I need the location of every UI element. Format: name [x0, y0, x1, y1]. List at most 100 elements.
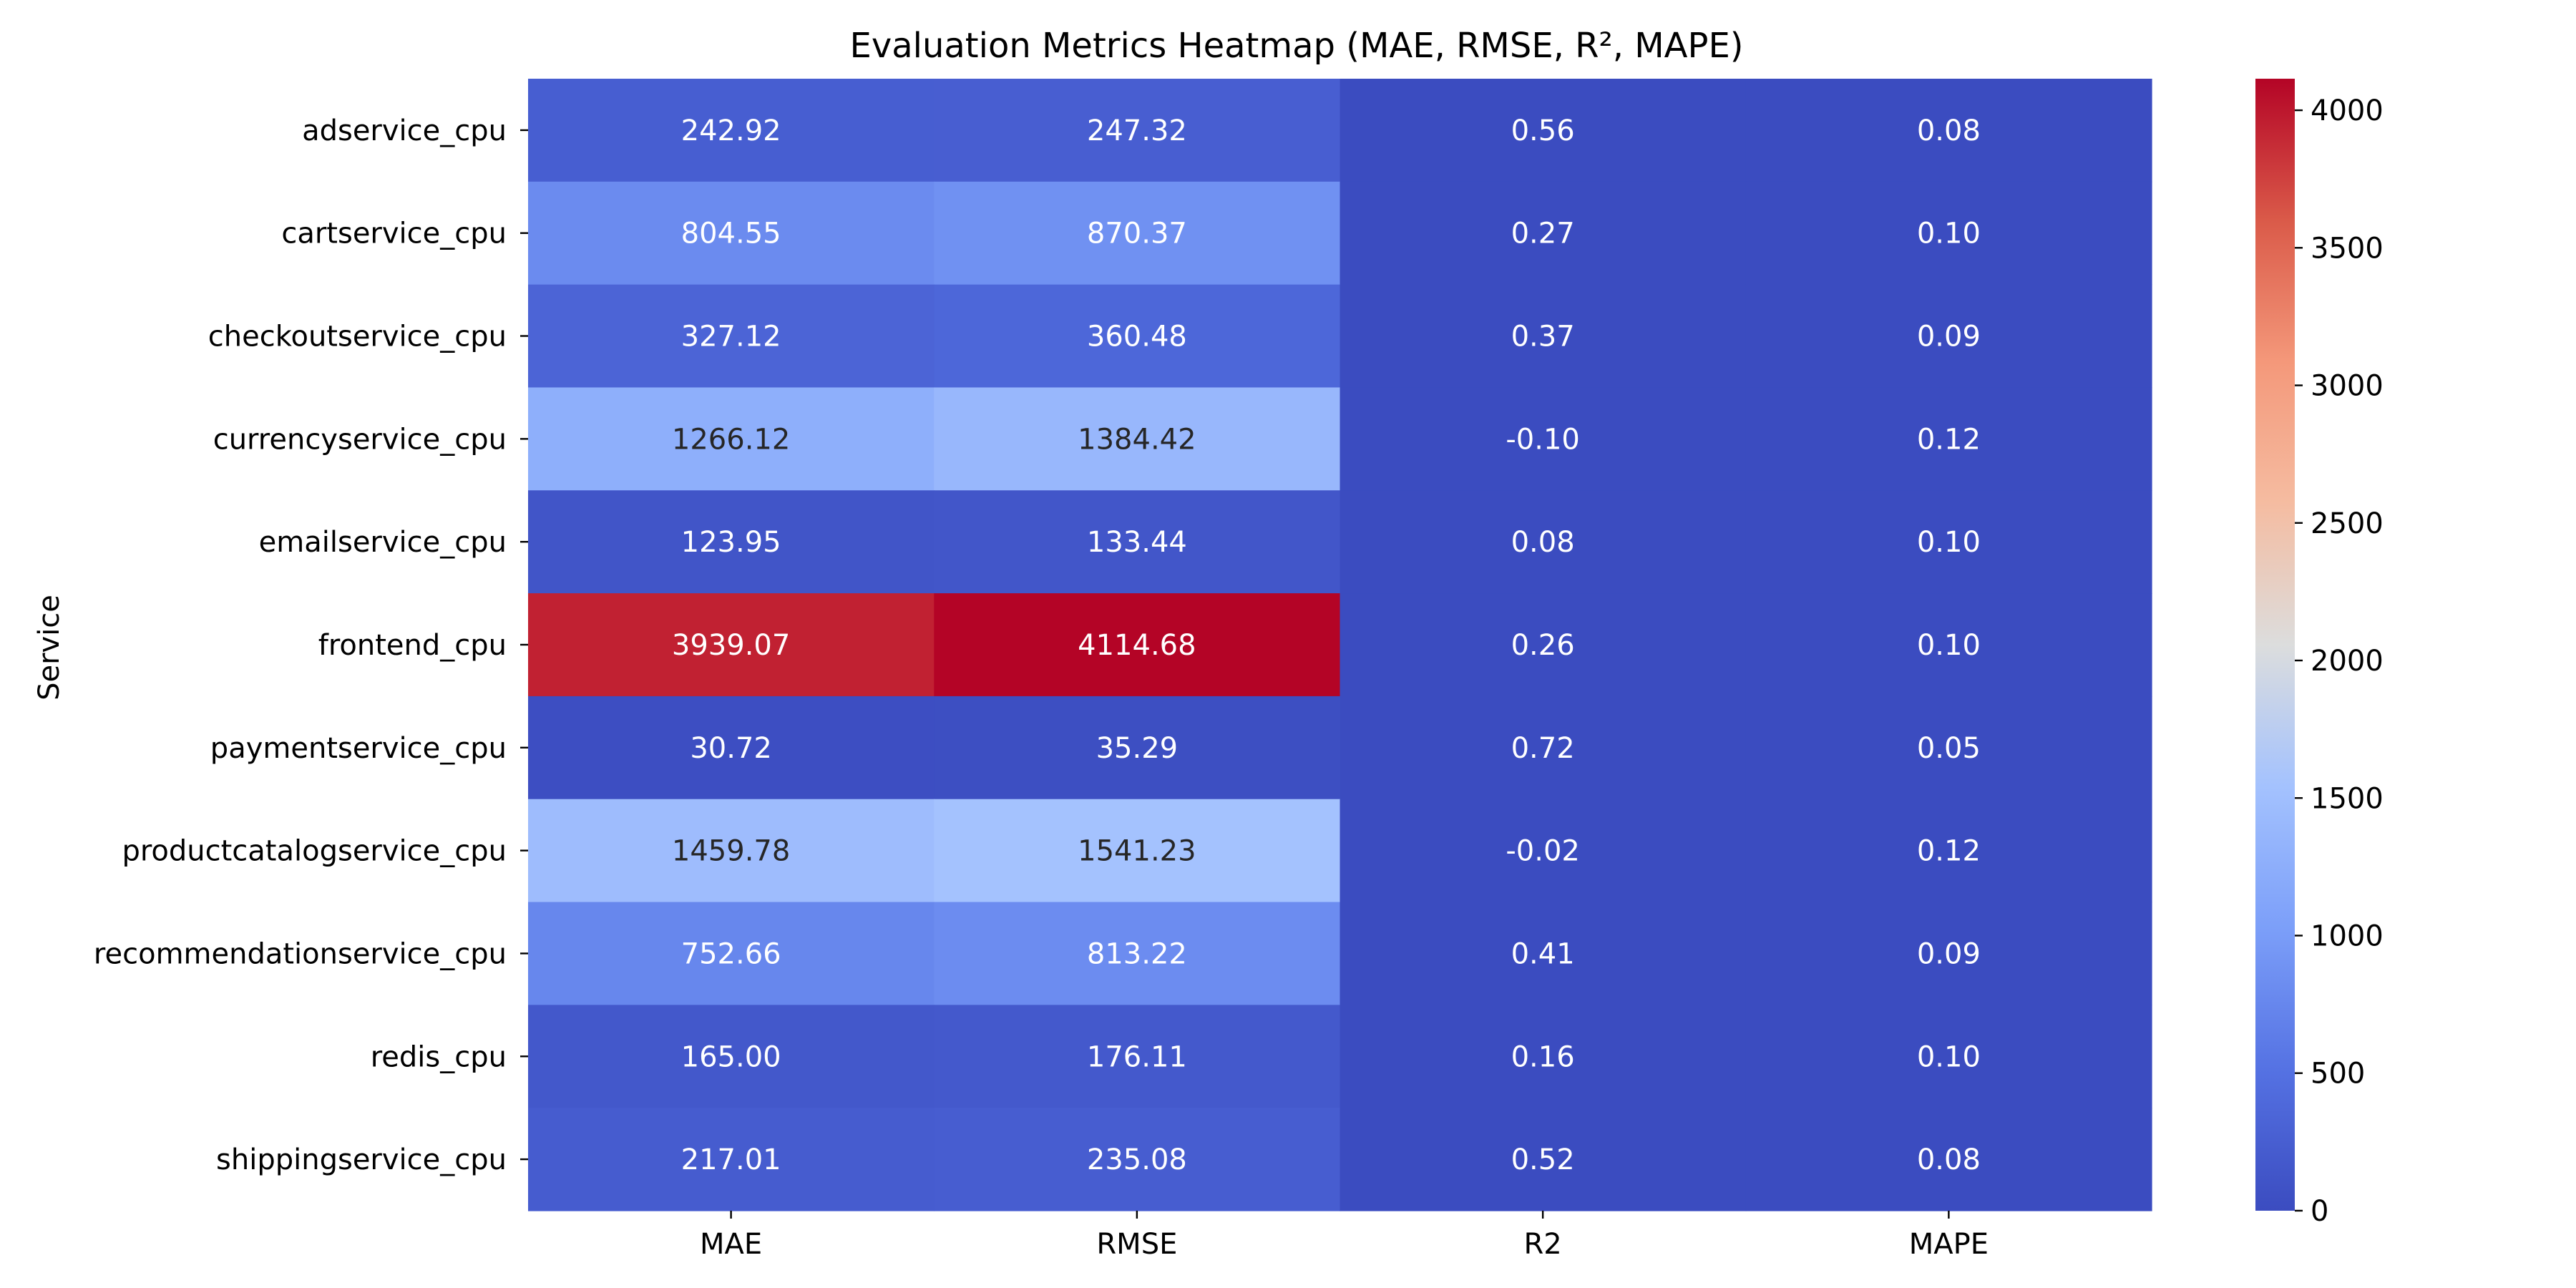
- cell-annotation: 0.27: [1511, 218, 1575, 250]
- heatmap-cell: [1340, 79, 1747, 182]
- cell-annotation: 123.95: [681, 526, 781, 559]
- row-tick-label: productcatalogservice_cpu: [122, 835, 507, 868]
- cell-annotation: 0.09: [1917, 321, 1981, 353]
- cell-annotations: 242.92 247.32 0.56 0.08 804.55 870.37 0.27 0.10…: [672, 114, 1981, 1176]
- heatmap-cell: [528, 696, 935, 800]
- heatmap-cell: [934, 593, 1341, 697]
- cell-annotation: 0.10: [1917, 1040, 1981, 1073]
- heatmap-cell: [1340, 387, 1747, 491]
- heatmap-cell: [528, 387, 935, 491]
- heatmap-cell: [1340, 593, 1747, 697]
- heatmap-cell: [1745, 387, 2152, 491]
- heatmap-cell: [528, 593, 935, 697]
- heatmap-cell: [1340, 1108, 1747, 1211]
- colorbar-tick-label: 2000: [2311, 645, 2384, 678]
- column-tick-label: MAPE: [1909, 1228, 1989, 1261]
- cell-annotation: 0.26: [1511, 629, 1575, 662]
- cell-annotation: 0.05: [1917, 732, 1981, 765]
- cell-annotation: 0.09: [1917, 937, 1981, 970]
- cell-annotation: 870.37: [1087, 218, 1187, 250]
- row-tick-labels: adservice_cpu cartservice_cpu checkoutserv…: [94, 114, 528, 1176]
- cell-annotation: 235.08: [1087, 1143, 1187, 1176]
- cell-annotation: 30.72: [690, 732, 772, 765]
- cell-annotation: 0.10: [1917, 629, 1981, 662]
- heatmap-cell: [1745, 799, 2152, 903]
- heatmap-cell: [1745, 490, 2152, 594]
- heatmap-cell: [1340, 799, 1747, 903]
- cell-annotation: 0.10: [1917, 218, 1981, 250]
- cell-annotation: 133.44: [1087, 526, 1187, 559]
- heatmap-cell: [1745, 902, 2152, 1005]
- column-tick-label: MAE: [700, 1228, 762, 1261]
- heatmap-cell: [1340, 696, 1747, 800]
- colorbar-tick-label: 0: [2311, 1195, 2328, 1228]
- cell-annotation: 0.16: [1511, 1040, 1575, 1073]
- heatmap-cell: [934, 79, 1341, 182]
- cell-annotation: 0.41: [1511, 937, 1575, 970]
- cell-annotation: 0.56: [1511, 114, 1575, 147]
- heatmap-cell: [1745, 1005, 2152, 1108]
- heatmap-cell: [934, 387, 1341, 491]
- cell-annotation: 1266.12: [672, 423, 790, 456]
- heatmap-cell: [1745, 79, 2152, 182]
- cell-annotation: 360.48: [1087, 321, 1187, 353]
- heatmap-cell: [934, 902, 1341, 1005]
- cell-annotation: 1541.23: [1078, 835, 1196, 868]
- colorbar: [2255, 79, 2295, 1211]
- heatmap-cell: [1745, 181, 2152, 286]
- cell-annotation: 176.11: [1087, 1040, 1187, 1073]
- cell-annotation: 3939.07: [672, 629, 790, 662]
- heatmap-cell: [1340, 181, 1747, 286]
- row-tick-label: checkoutservice_cpu: [208, 321, 507, 353]
- row-tick-label: redis_cpu: [371, 1040, 507, 1073]
- heatmap-cell: [528, 79, 935, 182]
- cell-annotation: 1459.78: [672, 835, 790, 868]
- colorbar-tick-label: 4000: [2311, 94, 2384, 127]
- heatmap-cell: [934, 284, 1341, 389]
- row-tick-label: cartservice_cpu: [281, 218, 507, 250]
- row-tick-label: currencyservice_cpu: [213, 423, 507, 456]
- y-axis-label: Service: [33, 595, 66, 701]
- cell-annotation: 804.55: [681, 218, 781, 250]
- heatmap-cell: [934, 696, 1341, 800]
- heatmap-cell: [1745, 593, 2152, 697]
- heatmap-cell: [1340, 902, 1747, 1005]
- cell-annotation: 217.01: [681, 1143, 781, 1176]
- heatmap-cell: [934, 1108, 1341, 1211]
- heatmap-cell: [934, 1005, 1341, 1108]
- cell-annotation: 0.08: [1511, 526, 1575, 559]
- colorbar-tick-label: 500: [2311, 1058, 2365, 1091]
- heatmap-cell: [528, 284, 935, 389]
- heatmap-cell: [1745, 696, 2152, 800]
- cell-annotation: 247.32: [1087, 114, 1187, 147]
- heatmap-cell: [1340, 490, 1747, 594]
- column-tick-label: RMSE: [1096, 1228, 1177, 1261]
- cell-annotation: 242.92: [681, 114, 781, 147]
- cell-annotation: 4114.68: [1078, 629, 1196, 662]
- row-tick-label: frontend_cpu: [318, 629, 507, 662]
- row-tick-label: recommendationservice_cpu: [94, 937, 507, 970]
- heatmap-cell: [528, 1108, 935, 1211]
- row-tick-label: paymentservice_cpu: [210, 732, 507, 765]
- heatmap-cell: [528, 181, 935, 286]
- cell-annotation: 35.29: [1096, 732, 1179, 765]
- colorbar-tick-label: 1000: [2311, 919, 2384, 952]
- cell-annotation: 0.37: [1511, 321, 1575, 353]
- heatmap-cell: [528, 1005, 935, 1108]
- colorbar-tick-label: 3500: [2311, 232, 2384, 265]
- heatmap-cell: [934, 799, 1341, 903]
- row-tick-label: shippingservice_cpu: [216, 1143, 507, 1176]
- cell-annotation: 165.00: [681, 1040, 781, 1073]
- colorbar-tick-label: 2500: [2311, 507, 2384, 540]
- cell-annotation: 0.08: [1917, 1143, 1981, 1176]
- cell-annotation: 327.12: [681, 321, 781, 353]
- heatmap-cell: [934, 490, 1341, 594]
- cell-annotation: -0.10: [1506, 423, 1580, 456]
- heatmap-cell: [528, 490, 935, 594]
- heatmap-cell: [1745, 284, 2152, 389]
- cell-annotation: 0.10: [1917, 526, 1981, 559]
- cell-annotation: 1384.42: [1078, 423, 1196, 456]
- heatmap-cell: [1745, 1108, 2152, 1211]
- cell-annotation: 0.12: [1917, 423, 1981, 456]
